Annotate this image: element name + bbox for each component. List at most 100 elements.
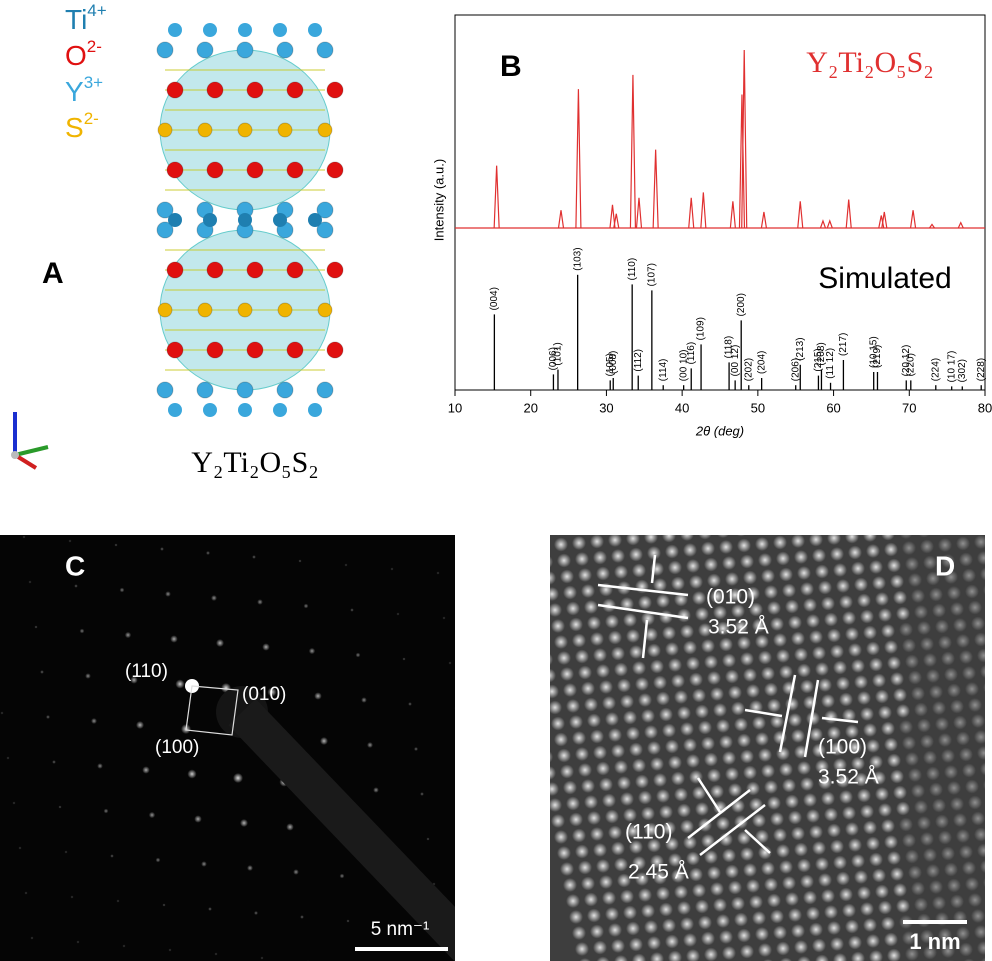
spot <box>367 742 373 748</box>
atom <box>326 261 344 279</box>
atom-column <box>785 502 799 516</box>
atom-column <box>770 520 784 534</box>
atom-column <box>716 914 730 928</box>
x-tick-label: 80 <box>978 400 992 415</box>
atom-column <box>983 682 985 693</box>
spot <box>74 584 78 588</box>
atom-column <box>668 755 682 770</box>
atom-column <box>563 585 577 600</box>
spot <box>206 551 210 555</box>
atom-column <box>644 920 658 934</box>
atom-column <box>614 565 628 579</box>
atom-column <box>749 505 763 519</box>
atom-column <box>929 685 943 699</box>
atom-column <box>851 464 865 478</box>
atom-column <box>923 653 937 667</box>
spot <box>420 792 424 796</box>
atom-column <box>713 898 727 912</box>
atom-column <box>944 667 958 682</box>
atom-column <box>578 665 592 680</box>
atom-column <box>656 691 670 706</box>
atom-column <box>716 719 730 733</box>
atom-column <box>524 573 538 587</box>
atom-column <box>647 741 661 755</box>
atom-column <box>632 856 646 870</box>
atom-column <box>743 765 757 780</box>
atom <box>277 302 293 318</box>
atom-column <box>872 479 886 493</box>
atom-column <box>926 669 940 683</box>
atom-column <box>920 832 934 846</box>
atom-column <box>902 638 916 653</box>
atom-column <box>893 883 907 897</box>
atom-column <box>899 622 913 637</box>
atom <box>276 381 294 399</box>
atom-column <box>980 957 985 961</box>
atom-column <box>869 950 883 961</box>
atom-column <box>959 455 973 469</box>
atom-column <box>971 519 985 533</box>
atom-column <box>938 535 946 536</box>
atom-column <box>557 748 571 763</box>
atom-column <box>698 535 712 540</box>
atom-column <box>707 768 721 783</box>
atom-column <box>905 460 919 474</box>
atom-column <box>722 946 736 960</box>
atom-column <box>926 864 940 878</box>
atom-column <box>617 873 631 888</box>
atom-column <box>725 669 739 684</box>
reflection-label: (215) <box>813 348 824 371</box>
legend-symbol: S <box>65 112 84 143</box>
atom <box>196 381 214 399</box>
atom-column <box>812 841 826 855</box>
atom-column <box>704 947 718 961</box>
atom-column <box>914 897 928 912</box>
atom-column <box>980 859 985 874</box>
atom-column <box>680 722 694 736</box>
spot <box>402 657 406 661</box>
atom-column <box>782 778 796 793</box>
atom-column <box>869 852 883 867</box>
atom <box>308 213 322 227</box>
atom <box>326 341 344 359</box>
atom-column <box>830 742 844 756</box>
peak <box>909 210 917 229</box>
spot <box>201 861 207 867</box>
spot <box>298 559 302 563</box>
atom-column <box>830 937 844 951</box>
atom-column <box>761 861 775 876</box>
spot <box>187 769 197 779</box>
atom-column <box>963 958 975 961</box>
atom-column <box>902 833 916 848</box>
atom-column <box>602 793 616 808</box>
spot <box>339 873 345 879</box>
atom-column <box>767 504 781 518</box>
atom <box>286 261 304 279</box>
atom-column <box>707 866 721 880</box>
atom-column <box>881 721 895 736</box>
atom-column <box>674 690 688 704</box>
atom-column <box>701 639 715 653</box>
atom-column <box>971 811 985 826</box>
atom-column <box>641 514 655 528</box>
atom-column <box>554 830 568 844</box>
atom-column <box>812 743 826 758</box>
atom-column <box>848 643 862 657</box>
atom-column <box>893 493 907 507</box>
atom-column <box>746 489 760 503</box>
reflection-label: (116) <box>686 342 697 365</box>
atom-column <box>872 771 886 785</box>
atom-column <box>659 610 673 624</box>
atom-column <box>785 599 799 614</box>
atom-column <box>968 795 982 810</box>
spot <box>267 687 277 697</box>
spot <box>293 515 296 518</box>
spot <box>103 808 109 814</box>
atom-column <box>977 843 985 858</box>
atom-column <box>626 824 640 838</box>
atom-column <box>527 686 541 700</box>
atom <box>286 161 304 179</box>
atom-column <box>755 634 769 649</box>
spot <box>396 612 400 616</box>
